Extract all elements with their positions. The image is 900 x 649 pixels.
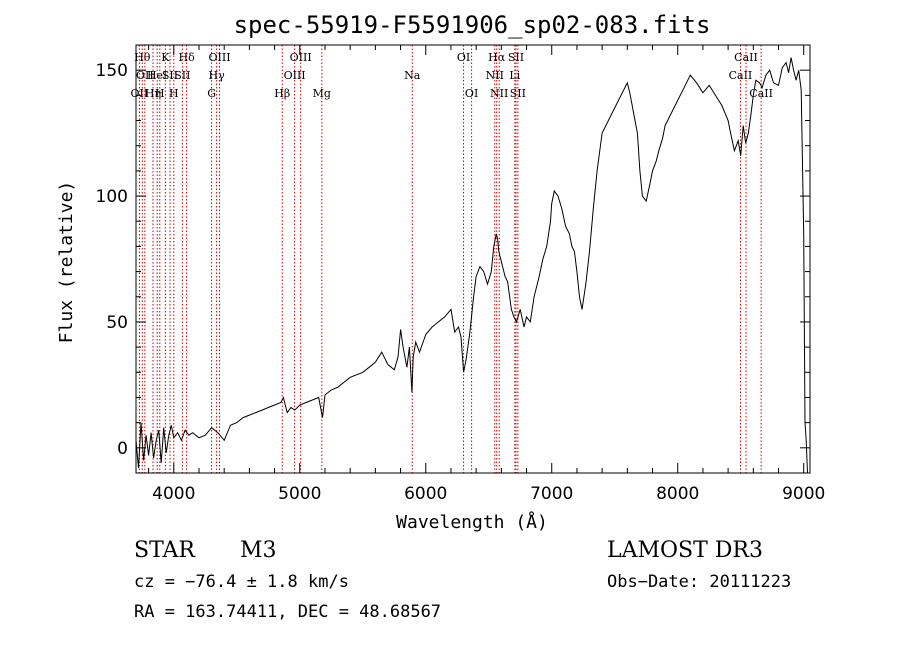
marker-label: Mg [313, 87, 331, 100]
x-axis-label: Wavelength (Å) [396, 511, 548, 533]
marker-label: SII [508, 51, 524, 64]
y-tick-label: 50 [106, 313, 128, 333]
y-tick-label: 150 [96, 61, 128, 81]
marker-label: SII [174, 69, 190, 82]
marker-label: Hβ [274, 87, 290, 100]
marker-label: Hθ [134, 51, 151, 64]
y-tick-label: 100 [96, 187, 128, 207]
marker-label: SII [510, 87, 526, 100]
marker-label: Hα [488, 51, 506, 64]
marker-label: SII [162, 69, 178, 82]
redshift-velocity: cz = −76.4 ± 1.8 km/s [134, 572, 349, 592]
y-tick-label: 0 [117, 439, 128, 459]
emission-line-markers: OIIHθOIIHηHeIHKSIIHSIIHδGHγOIIIHβOIIIOII… [131, 45, 773, 473]
marker-label: OI [457, 51, 470, 64]
marker-label: CaII [729, 69, 753, 82]
y-axis: 0 50 100 150 [96, 44, 810, 474]
marker-label: G [207, 87, 216, 100]
plot-frame [135, 44, 811, 474]
marker-label: OII [131, 87, 149, 100]
x-tick-label: 4000 [152, 484, 195, 504]
x-tick-label: 9000 [782, 484, 825, 504]
marker-label: Li [509, 69, 520, 82]
observation-date: Obs−Date: 20111223 [607, 572, 792, 592]
marker-label: Na [404, 69, 421, 82]
survey-name: LAMOST DR3 [607, 538, 763, 563]
object-class: STAR [134, 538, 195, 563]
marker-label: OIII [284, 69, 306, 82]
marker-label: OIII [208, 51, 230, 64]
x-tick-label: 6000 [404, 484, 447, 504]
marker-label: HeI [147, 69, 167, 82]
marker-label: CaII [749, 87, 773, 100]
marker-label: NII [490, 87, 508, 100]
x-tick-label: 8000 [656, 484, 699, 504]
object-subclass: M3 [240, 538, 277, 563]
x-tick-label: 5000 [278, 484, 321, 504]
marker-label: Hδ [179, 51, 196, 64]
marker-label: Hγ [209, 69, 226, 82]
marker-label: OI [465, 87, 478, 100]
sky-coordinates: RA = 163.74411, DEC = 48.68567 [134, 602, 442, 622]
flux-series-line [135, 57, 808, 474]
marker-label: OII [136, 69, 154, 82]
marker-label: H [169, 87, 179, 100]
marker-label: NII [486, 69, 504, 82]
x-axis: 4000 5000 6000 7000 8000 9000 [148, 45, 825, 504]
marker-label: K [161, 51, 170, 64]
marker-label: H [155, 87, 165, 100]
spectrum-chart: spec-55919-F5591906_sp02-083.fits OII Hθ O… [56, 11, 825, 533]
chart-title: spec-55919-F5591906_sp02-083.fits [234, 11, 711, 39]
x-tick-label: 7000 [530, 484, 573, 504]
marker-label: OIII [290, 51, 312, 64]
marker-label: CaII [734, 51, 758, 64]
marker-label: Hη [145, 87, 161, 100]
y-axis-label: Flux (relative) [56, 181, 77, 344]
